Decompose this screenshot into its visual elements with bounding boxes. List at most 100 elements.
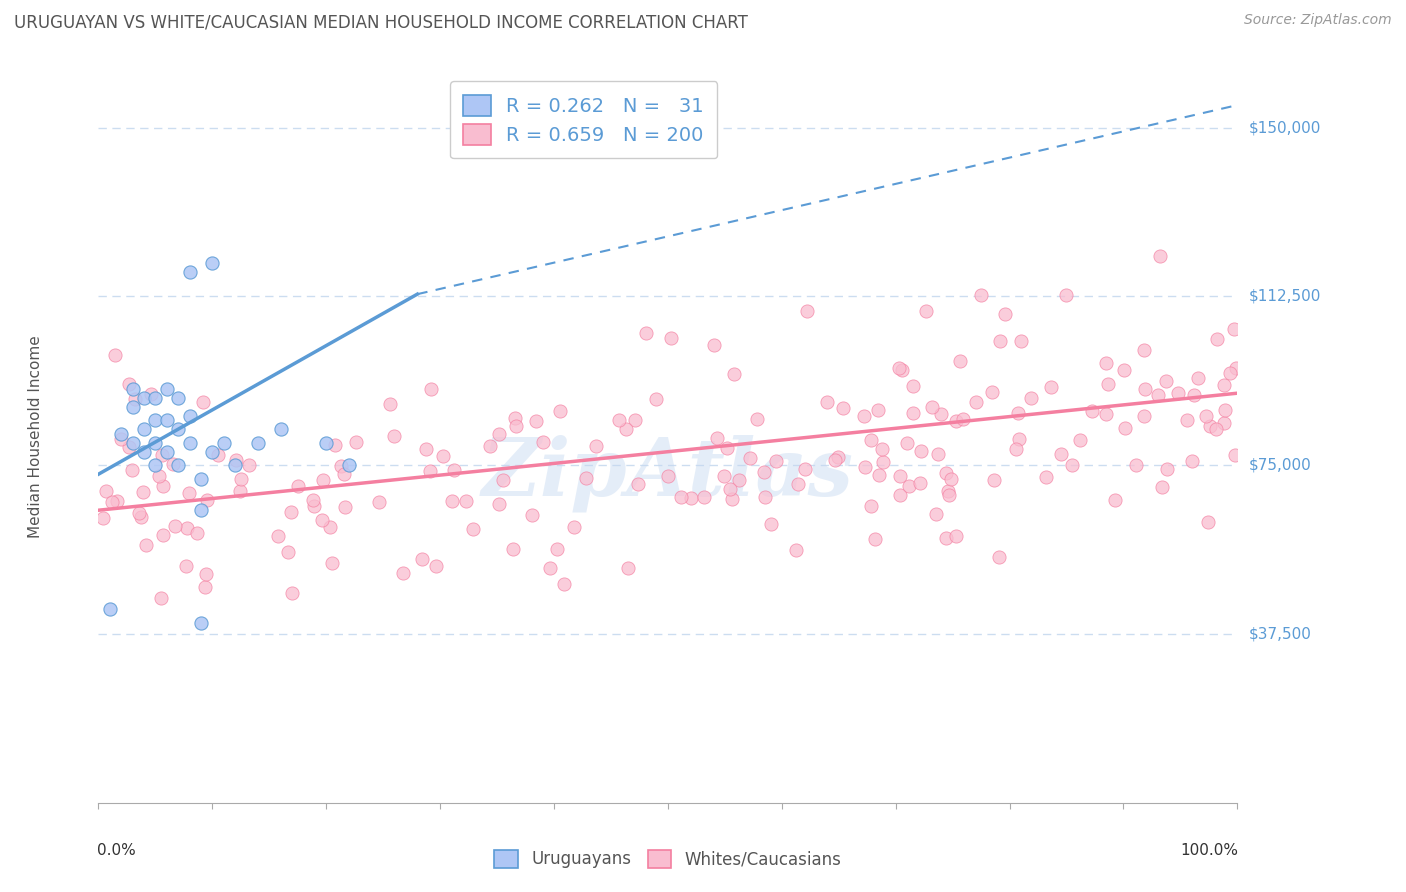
Text: Median Household Income: Median Household Income bbox=[28, 335, 44, 539]
Point bbox=[1007, 406, 1029, 420]
Point bbox=[889, 360, 911, 375]
Point bbox=[321, 556, 343, 570]
Point bbox=[461, 522, 484, 536]
Point bbox=[889, 468, 911, 483]
Point bbox=[693, 490, 716, 504]
Point bbox=[1187, 371, 1209, 385]
Point bbox=[765, 454, 787, 468]
Point bbox=[1182, 387, 1205, 401]
Text: URUGUAYAN VS WHITE/CAUCASIAN MEDIAN HOUSEHOLD INCOME CORRELATION CHART: URUGUAYAN VS WHITE/CAUCASIAN MEDIAN HOUS… bbox=[14, 13, 748, 31]
Point bbox=[195, 492, 218, 507]
Point bbox=[1035, 469, 1057, 483]
Point bbox=[981, 385, 1004, 400]
Point bbox=[152, 479, 174, 493]
Point bbox=[1081, 404, 1104, 418]
Point bbox=[1097, 376, 1119, 391]
Point bbox=[132, 485, 155, 500]
Point bbox=[738, 451, 761, 466]
Point bbox=[179, 409, 201, 423]
Point bbox=[270, 422, 292, 436]
Point bbox=[1040, 380, 1063, 394]
Point bbox=[207, 448, 229, 462]
Point bbox=[1223, 321, 1246, 335]
Point bbox=[921, 400, 943, 414]
Point bbox=[1195, 409, 1218, 423]
Point bbox=[1167, 385, 1189, 400]
Point bbox=[118, 377, 141, 392]
Point bbox=[1175, 413, 1198, 427]
Point bbox=[522, 508, 544, 523]
Point bbox=[827, 450, 849, 464]
Point bbox=[145, 391, 167, 405]
Point bbox=[488, 497, 510, 511]
Point bbox=[132, 444, 155, 458]
Point bbox=[148, 469, 170, 483]
Point bbox=[952, 411, 974, 425]
Point bbox=[335, 500, 357, 515]
Point bbox=[863, 532, 886, 546]
Point bbox=[104, 348, 127, 362]
Point bbox=[546, 541, 568, 556]
Point bbox=[832, 401, 855, 415]
Point bbox=[128, 506, 150, 520]
Point bbox=[311, 474, 333, 488]
Point bbox=[229, 472, 252, 486]
Point bbox=[1198, 419, 1220, 434]
Point bbox=[121, 435, 143, 450]
Point bbox=[1054, 288, 1077, 302]
Point bbox=[1154, 374, 1177, 388]
Point bbox=[156, 382, 179, 396]
Point bbox=[1114, 421, 1136, 435]
Point bbox=[167, 391, 190, 405]
Point bbox=[1205, 422, 1227, 436]
Point bbox=[277, 545, 299, 559]
Point bbox=[1060, 458, 1083, 473]
Point bbox=[1133, 409, 1156, 424]
Point bbox=[890, 363, 912, 377]
Point bbox=[411, 551, 433, 566]
Point bbox=[190, 472, 212, 486]
Point bbox=[368, 495, 391, 509]
Point bbox=[949, 353, 972, 368]
Point bbox=[121, 400, 143, 414]
Point bbox=[721, 491, 744, 506]
Point bbox=[162, 457, 184, 471]
Point bbox=[287, 479, 309, 493]
Point bbox=[945, 414, 967, 428]
Text: $112,500: $112,500 bbox=[1249, 289, 1320, 304]
Point bbox=[380, 397, 402, 411]
Point bbox=[101, 495, 124, 509]
Point bbox=[311, 513, 333, 527]
Point bbox=[759, 516, 782, 531]
Point bbox=[145, 435, 167, 450]
Point bbox=[1213, 416, 1236, 430]
Point bbox=[866, 402, 889, 417]
Point bbox=[432, 449, 454, 463]
Point bbox=[302, 500, 325, 514]
Point bbox=[332, 467, 354, 482]
Point bbox=[301, 493, 323, 508]
Point bbox=[150, 448, 173, 462]
Point bbox=[607, 413, 630, 427]
Point bbox=[817, 394, 839, 409]
Point bbox=[585, 439, 607, 453]
Point bbox=[315, 435, 337, 450]
Point bbox=[201, 444, 224, 458]
Point bbox=[139, 386, 162, 401]
Point bbox=[238, 458, 260, 473]
Text: $150,000: $150,000 bbox=[1249, 120, 1320, 135]
Point bbox=[323, 438, 346, 452]
Point bbox=[988, 334, 1011, 348]
Point bbox=[488, 427, 510, 442]
Point bbox=[190, 503, 212, 517]
Point bbox=[176, 521, 198, 535]
Point bbox=[562, 520, 585, 534]
Point bbox=[657, 468, 679, 483]
Text: Source: ZipAtlas.com: Source: ZipAtlas.com bbox=[1244, 13, 1392, 28]
Point bbox=[505, 419, 527, 434]
Point bbox=[194, 567, 217, 582]
Point bbox=[853, 459, 876, 474]
Point bbox=[1197, 515, 1219, 529]
Point bbox=[281, 585, 304, 599]
Point bbox=[149, 591, 172, 605]
